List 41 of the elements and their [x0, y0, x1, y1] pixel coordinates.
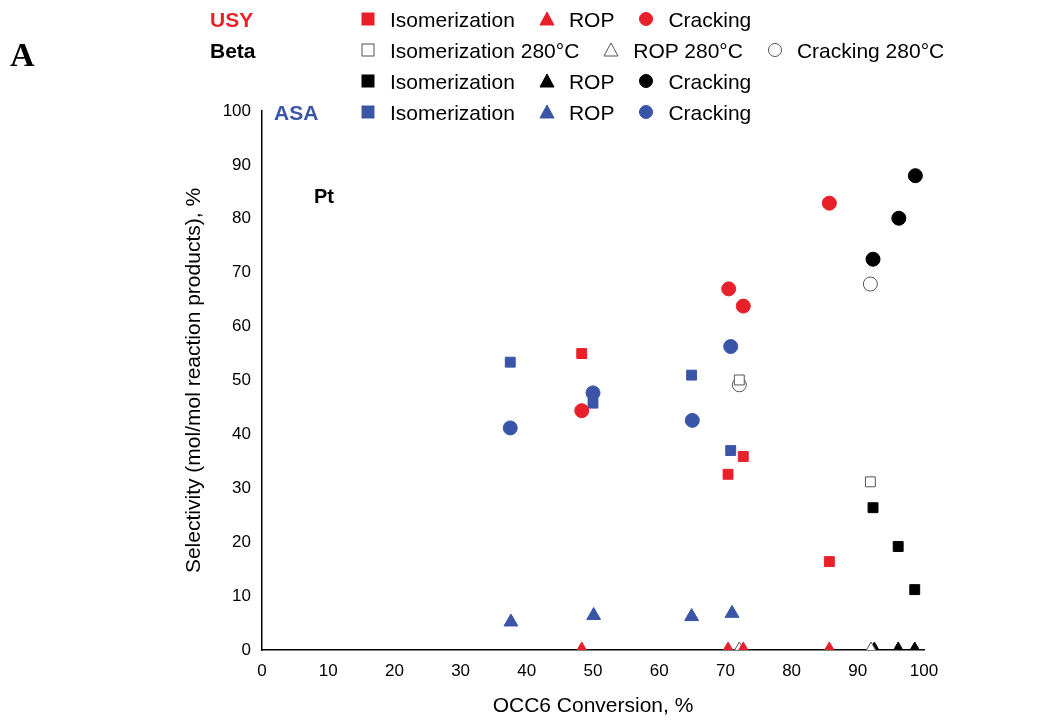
y-tick-label: 90 — [232, 154, 251, 174]
legend-label: ROP — [568, 69, 615, 94]
annotation: ASA — [274, 100, 319, 124]
legend-label: ROP — [568, 100, 615, 125]
x-axis-title: OCC6 Conversion, % — [492, 693, 694, 717]
x-tick-label: 30 — [451, 660, 471, 680]
legend-label: Cracking — [668, 69, 752, 94]
legend-label: ROP — [568, 7, 615, 32]
x-tick-label: 40 — [517, 660, 537, 680]
y-tick-label: 100 — [222, 100, 251, 120]
x-tick-label: 60 — [649, 660, 669, 680]
text: Beta — [210, 38, 257, 63]
legend-label: Isomerization — [390, 69, 515, 94]
y-tick-label: 50 — [232, 370, 251, 390]
legend-label: Cracking 280°C — [796, 38, 945, 63]
legend-label: ROP 280°C — [633, 38, 743, 63]
x-tick-label: 90 — [848, 660, 868, 680]
x-tick-label: 100 — [909, 660, 939, 680]
text: A — [10, 36, 35, 74]
y-tick-label: 70 — [232, 262, 251, 282]
legend-label: Cracking — [668, 100, 752, 125]
y-tick-label: 40 — [232, 424, 251, 444]
x-tick-label: 20 — [384, 660, 404, 680]
x-tick-label: 10 — [318, 660, 338, 680]
y-axis-title: Selectivity (mol/mol reaction products), % — [181, 187, 205, 574]
x-tick-label: 70 — [715, 660, 735, 680]
x-tick-label: 50 — [583, 660, 603, 680]
y-tick-label: 10 — [232, 585, 251, 605]
y-tick-label: 0 — [241, 639, 251, 659]
y-tick-label: 30 — [232, 477, 251, 497]
y-tick-label: 60 — [232, 316, 251, 336]
legend-label: Isomerization — [390, 7, 515, 32]
y-tick-label: 20 — [232, 531, 251, 551]
text: USY — [210, 7, 255, 32]
y-tick-label: 80 — [232, 208, 251, 228]
legend-label: Cracking — [668, 7, 752, 32]
x-tick-label: 0 — [257, 660, 267, 680]
legend-label: Isomerization — [390, 100, 515, 125]
legend-label: Isomerization 280°C — [390, 38, 580, 63]
x-tick-label: 80 — [782, 660, 802, 680]
annotation: Pt — [314, 184, 335, 207]
